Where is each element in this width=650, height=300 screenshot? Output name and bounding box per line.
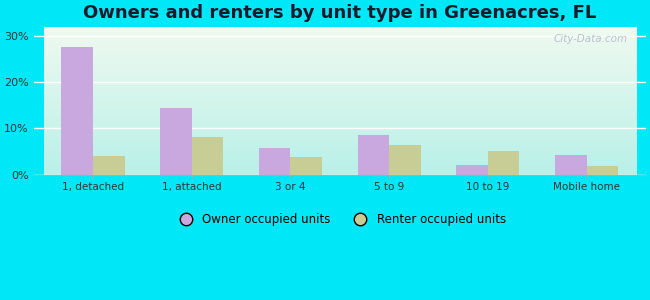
Bar bbox=[488, 151, 519, 175]
Legend: Owner occupied units, Renter occupied units: Owner occupied units, Renter occupied un… bbox=[169, 208, 510, 231]
Bar bbox=[291, 157, 322, 175]
Text: City-Data.com: City-Data.com bbox=[553, 34, 627, 44]
Bar bbox=[358, 135, 389, 175]
Bar bbox=[259, 148, 291, 175]
Bar bbox=[61, 47, 93, 175]
Bar bbox=[93, 156, 125, 175]
Bar bbox=[160, 108, 192, 175]
Bar bbox=[456, 164, 488, 175]
Bar bbox=[389, 145, 421, 175]
Title: Owners and renters by unit type in Greenacres, FL: Owners and renters by unit type in Green… bbox=[83, 4, 597, 22]
Bar bbox=[586, 167, 618, 175]
Bar bbox=[555, 155, 586, 175]
Bar bbox=[192, 137, 224, 175]
